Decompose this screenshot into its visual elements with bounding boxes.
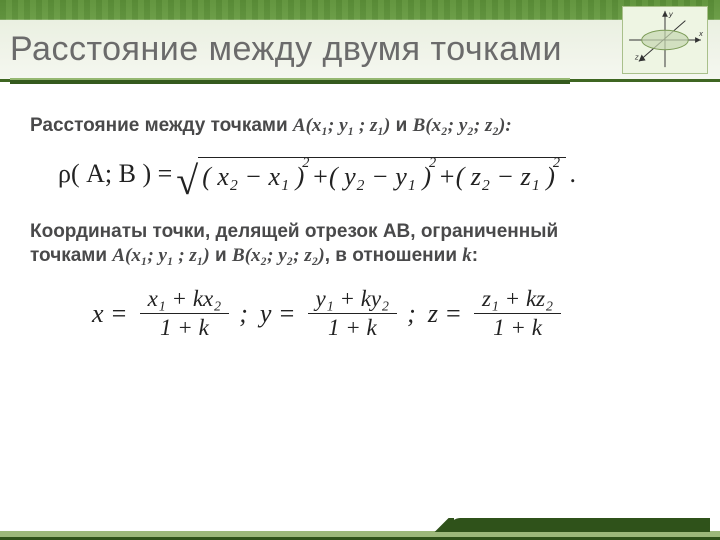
slide-footer [0, 514, 720, 540]
sqrt-icon: √ ( x₂ − x₁ )2 + ( y₂ − y₁ )2 + ( z₂ − z… [176, 157, 566, 192]
footer-tab [450, 518, 710, 532]
header-texture [0, 0, 720, 20]
slide-header: Расстояние между двумя точками x y z [0, 0, 720, 82]
slide-title: Расстояние между двумя точками [10, 30, 562, 69]
division-formulas: x = x₁ + kx₂ 1 + k ; y = y₁ + ky₂ 1 + k … [90, 287, 690, 340]
svg-text:z: z [634, 52, 639, 61]
section-1-heading: Расстояние между точками A(x₁; y₁ ; z₁) … [30, 114, 690, 139]
svg-text:x: x [698, 29, 704, 38]
slide-body: Расстояние между точками A(x₁; y₁ ; z₁) … [0, 82, 720, 340]
distance-formula: ρ( A; B ) = √ ( x₂ − x₁ )2 + ( y₂ − y₁ )… [58, 157, 690, 192]
svg-text:y: y [668, 10, 674, 19]
axis-3d-icon: x y z [622, 6, 708, 74]
fraction-z: z₁ + kz₂ 1 + k [474, 287, 561, 340]
title-underline [10, 78, 570, 84]
fraction-y: y₁ + ky₂ 1 + k [308, 287, 398, 340]
section-2-heading: Координаты точки, делящей отрезок AB, ог… [30, 220, 690, 269]
fraction-x: x₁ + kx₂ 1 + k [140, 287, 230, 340]
